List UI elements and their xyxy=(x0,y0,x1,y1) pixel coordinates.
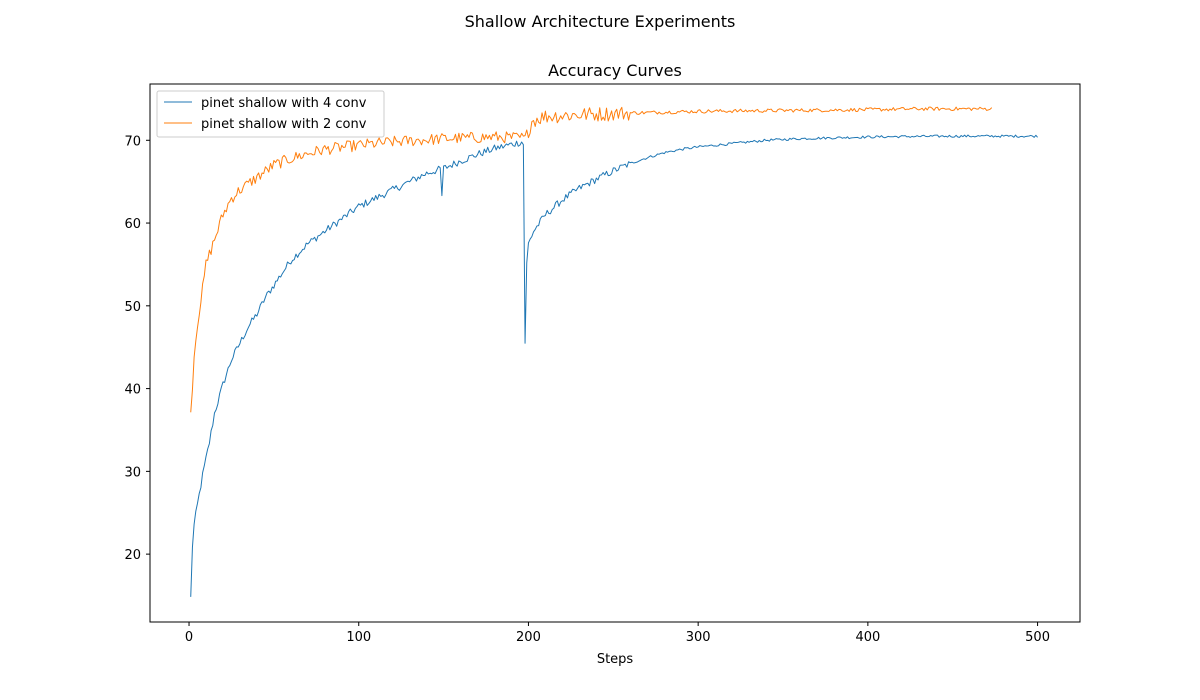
y-tick-label: 40 xyxy=(124,383,141,398)
x-axis: 0 100 200 300 400 500 xyxy=(185,622,1050,645)
y-tick-label: 70 xyxy=(124,134,141,149)
x-tick-label: 0 xyxy=(185,630,193,645)
y-tick-label: 50 xyxy=(124,300,141,315)
legend: pinet shallow with 4 conv pinet shallow … xyxy=(156,90,385,138)
y-tick-label: 20 xyxy=(124,548,141,563)
plot-area-frame xyxy=(149,83,1081,623)
x-tick-label: 500 xyxy=(1025,630,1050,645)
legend-entry-series-2: pinet shallow with 2 conv xyxy=(201,117,367,132)
series-lines xyxy=(190,106,1038,597)
chart-title: Accuracy Curves xyxy=(548,61,682,80)
x-axis-label: Steps xyxy=(597,652,634,667)
x-tick-label: 200 xyxy=(516,630,541,645)
y-tick-label: 30 xyxy=(124,465,141,480)
legend-entry-series-1: pinet shallow with 4 conv xyxy=(201,96,367,111)
y-tick-label: 60 xyxy=(124,217,141,232)
series-line-2 xyxy=(190,106,993,413)
x-tick-label: 300 xyxy=(686,630,711,645)
x-tick-label: 100 xyxy=(346,630,371,645)
y-axis: 20 30 40 50 60 70 xyxy=(124,134,150,563)
figure-suptitle: Shallow Architecture Experiments xyxy=(465,12,736,31)
legend-box xyxy=(156,90,385,138)
x-tick-label: 400 xyxy=(855,630,880,645)
series-line-1 xyxy=(190,134,1038,597)
